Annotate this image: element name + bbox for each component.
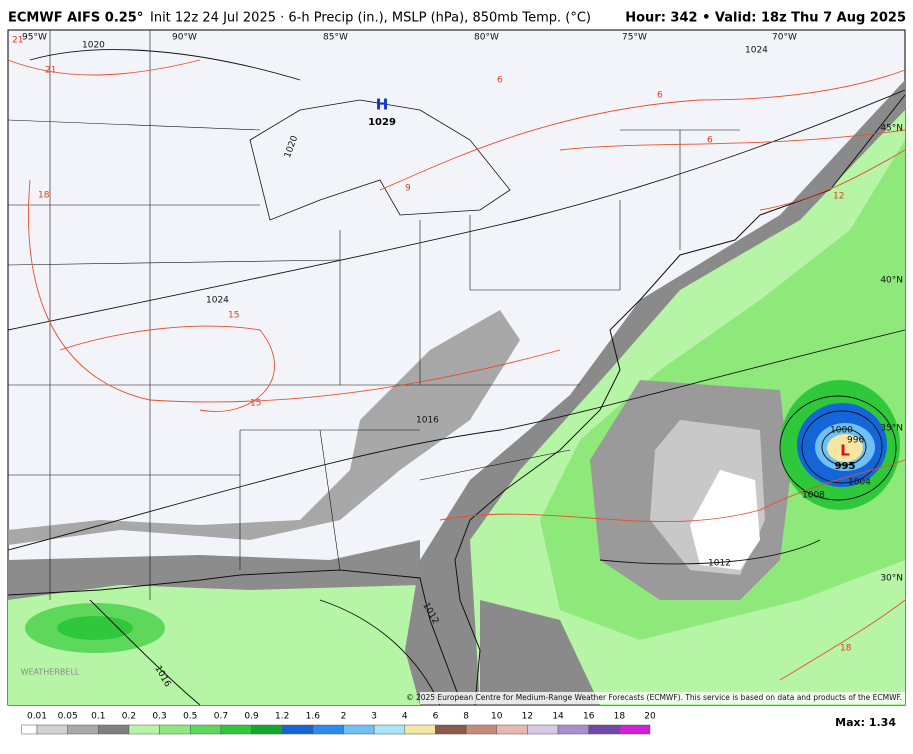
isobar-label: 1012 [708,559,731,569]
high-pressure: 1029 [368,117,396,128]
coastline [454,94,906,706]
legend-swatch [281,724,314,735]
legend-swatch [36,724,68,735]
temperature-label: 6 [707,136,713,146]
copyright: © 2025 European Centre for Medium-Range … [406,693,902,702]
legend-swatch [619,724,651,735]
map [7,29,906,706]
isobar-label: 1020 [82,41,105,51]
title-bold: ECMWF AIFS 0.25° [8,11,143,26]
legend-swatch [465,724,498,735]
temperature-contours [7,59,906,681]
high-symbol: H [376,96,389,114]
temperature-label: 15 [228,311,239,321]
isobars [7,49,906,706]
latitude-label: 35°N [880,424,903,434]
temperature-label: 21 [45,66,56,76]
copyright-backdrop [420,692,905,704]
longitude-label: 80°W [474,33,499,43]
isobar-label: 1004 [848,478,871,488]
legend-label: 16 [583,712,595,722]
legend-label: 14 [552,712,564,722]
temperature-label: 18 [840,644,852,654]
legend-label: 1.6 [306,712,321,722]
isobar-label: 1000 [830,426,853,436]
great-lakes [249,99,511,221]
legend-swatch [588,724,620,735]
isobar-label: 996 [847,436,864,446]
precip-white [690,470,760,570]
legend-swatch [251,724,283,735]
temperature-label: 6 [657,91,663,101]
watermark: WEATHERBELL [21,668,80,677]
temperature-label: 21 [12,36,23,46]
legend-label: 20 [644,712,656,722]
legend-label: 3 [371,712,377,722]
latitude-label: 30°N [880,574,903,584]
longitude-label: 70°W [772,33,797,43]
legend-swatch [190,724,222,735]
legend-label: 0.05 [58,712,78,722]
legend-label: 0.01 [27,712,47,722]
temperature-label: 18 [38,191,50,201]
legend-swatch [159,724,191,735]
legend-label: 0.9 [244,712,259,722]
legend-label: 12 [522,712,533,722]
legend-swatch [527,724,559,735]
longitude-label: 90°W [172,33,197,43]
legend-swatch [220,724,252,735]
legend-swatch [496,724,528,735]
legend-label: 18 [614,712,626,722]
isobar-label: 1024 [745,46,768,56]
precip-gray [480,600,600,705]
longitude-label: 85°W [323,33,348,43]
precip-gray [8,310,520,545]
legend-label: 0.7 [214,712,228,722]
legend-label: 10 [491,712,503,722]
legend-swatch [67,724,99,735]
title-rest: Init 12z 24 Jul 2025 · 6-h Precip (in.),… [150,11,591,26]
legend-swatch [21,724,38,735]
legend-label: 0.3 [152,712,166,722]
legend-swatch [128,724,160,735]
legend-label: 4 [402,712,408,722]
legend-swatch [557,724,589,735]
coastline [7,569,461,701]
temperature-label: 9 [405,184,411,194]
cyclone-yellow [827,434,863,462]
latitude-label: 45°N [880,124,903,134]
state-borders [7,30,740,600]
temperature-label: 12 [833,192,844,202]
longitude-label: 95°W [22,33,47,43]
low-symbol: L [840,442,850,460]
legend-label: 0.5 [183,712,197,722]
legend-label: 2 [341,712,347,722]
legend-swatch [312,724,344,735]
isobar-label: 1024 [206,296,229,306]
precip-green [57,616,133,640]
legend-label: 0.2 [122,712,136,722]
isobar-label: 1008 [802,491,825,501]
legend-swatch [435,724,467,735]
legend-swatch [373,724,406,735]
valid-time: Hour: 342 • Valid: 18z Thu 7 Aug 2025 [625,11,906,26]
longitude-label: 75°W [622,33,647,43]
legend-label: 6 [433,712,439,722]
legend-label: 0.1 [91,712,105,722]
precip-gray [8,540,420,600]
legend-label: 1.2 [275,712,289,722]
legend-swatch [404,724,436,735]
legend-swatch [343,724,375,735]
legend-label: 8 [463,712,469,722]
isobar-label: 1016 [416,416,439,426]
latitude-label: 40°N [880,276,903,286]
legend: 0.01 0.05 0.1 0.2 0.3 0.5 0.7 0.9 1.2 1.6 2 3 4 6 8 10 1… [21,712,656,735]
max-value: Max: 1.34 [835,716,896,729]
legend-swatch [98,724,130,735]
low-pressure: 995 [835,461,856,472]
temperature-label: 6 [497,76,503,86]
temperature-label: 15 [250,399,261,409]
